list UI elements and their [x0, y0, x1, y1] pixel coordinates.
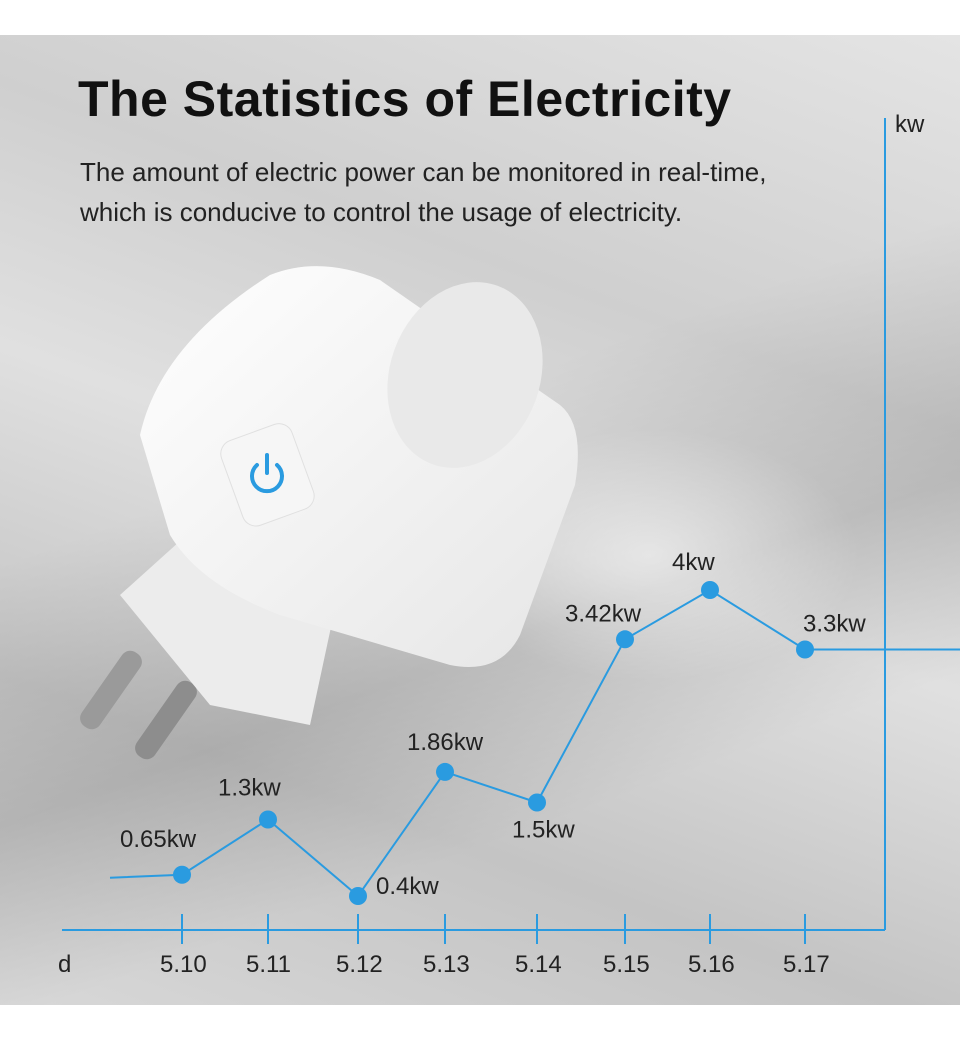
x-axis-label: d — [58, 951, 71, 978]
data-label: 0.4kw — [376, 873, 439, 900]
plug-socket — [387, 282, 543, 468]
data-label: 3.3kw — [803, 611, 866, 638]
subtitle-line-2: which is conducive to control the usage … — [80, 197, 683, 227]
data-label: 1.5kw — [512, 817, 575, 844]
data-point — [436, 762, 454, 781]
data-label: 1.3kw — [218, 775, 281, 802]
data-point — [701, 581, 719, 599]
data-point — [616, 630, 634, 649]
data-label: 1.86kw — [407, 729, 484, 756]
smart-plug-image — [80, 266, 578, 760]
data-label: 3.42kw — [565, 600, 642, 627]
x-tick-label: 5.11 — [246, 951, 291, 978]
subtitle-line-1: The amount of electric power can be moni… — [80, 157, 767, 187]
data-label: 4kw — [672, 549, 715, 576]
x-tick-label: 5.14 — [515, 951, 562, 978]
page-title: The Statistics of Electricity — [78, 71, 732, 127]
subtitle: The amount of electric power can be moni… — [80, 152, 880, 232]
x-tick-label: 5.16 — [688, 951, 735, 978]
data-point — [173, 865, 191, 884]
data-point — [528, 793, 546, 812]
plug-pins — [80, 650, 197, 760]
x-tick-label: 5.12 — [336, 951, 383, 978]
x-tick-label: 5.17 — [783, 951, 830, 978]
y-axis-label: kw — [895, 111, 925, 138]
x-tick-label: 5.10 — [160, 951, 207, 978]
data-label: 0.65kw — [120, 826, 197, 853]
x-tick-label: 5.15 — [603, 951, 650, 978]
data-point — [796, 640, 814, 659]
data-point — [349, 887, 367, 905]
data-point — [259, 810, 277, 829]
power-icon — [250, 453, 284, 494]
series-line — [109, 588, 960, 898]
x-tick-label: 5.13 — [423, 951, 470, 978]
